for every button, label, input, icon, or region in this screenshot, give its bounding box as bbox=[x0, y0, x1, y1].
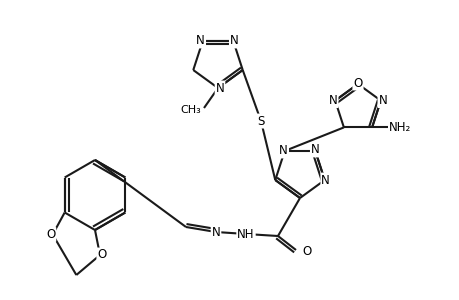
Text: N: N bbox=[279, 145, 287, 158]
Text: CH₃: CH₃ bbox=[180, 105, 201, 115]
Text: O: O bbox=[353, 76, 362, 89]
Text: S: S bbox=[257, 115, 264, 128]
Text: N: N bbox=[378, 94, 386, 107]
Text: O: O bbox=[97, 248, 106, 262]
Text: N: N bbox=[321, 173, 330, 187]
Text: NH₂: NH₂ bbox=[388, 121, 410, 134]
Text: NH: NH bbox=[237, 227, 254, 241]
Text: O: O bbox=[302, 245, 311, 259]
Text: N: N bbox=[230, 34, 238, 47]
Text: N: N bbox=[211, 226, 220, 238]
Text: N: N bbox=[310, 143, 319, 157]
Text: O: O bbox=[46, 228, 55, 241]
Text: N: N bbox=[215, 82, 224, 94]
Text: N: N bbox=[328, 94, 337, 107]
Text: N: N bbox=[196, 34, 205, 47]
